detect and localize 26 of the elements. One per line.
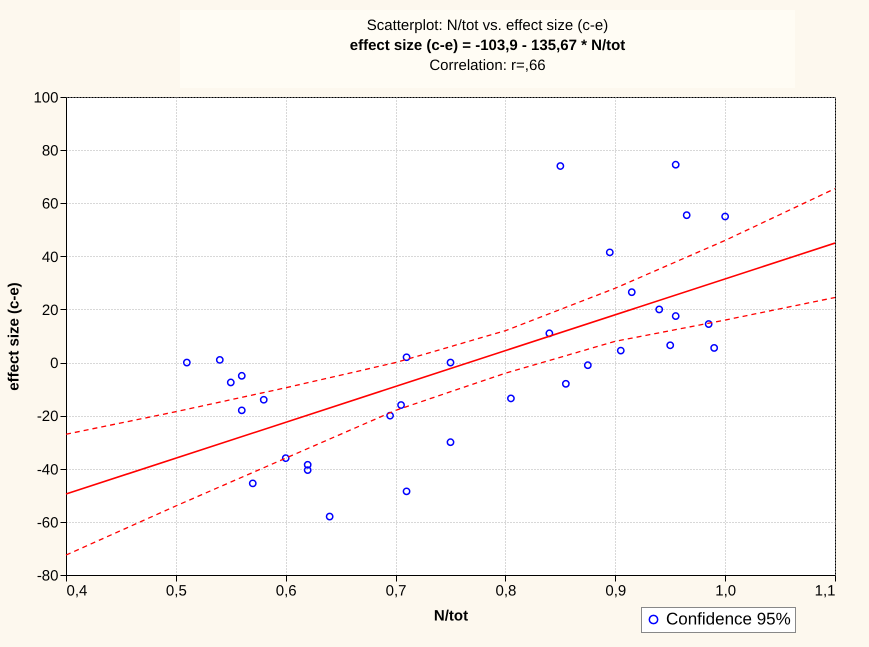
y-tick-label: -20: [36, 408, 58, 426]
y-tick-label: 20: [42, 302, 58, 319]
y-tick-label: -80: [36, 568, 58, 584]
text: Correlation: r=,66: [428, 56, 547, 76]
x-tick-label: 0,5: [166, 582, 187, 600]
x-tick-label: 1,0: [715, 582, 736, 600]
y-tick-label: -60: [36, 514, 58, 532]
y-axis-title: effect size (c-e): [5, 282, 22, 391]
y-tick-label: 60: [42, 196, 58, 213]
x-tick-label: 0,7: [386, 582, 406, 600]
x-axis-title: N/tot: [434, 608, 468, 624]
x-tick-label: 0,6: [276, 582, 297, 600]
y-tick-label: 40: [42, 248, 58, 266]
y-tick-label: 0: [50, 355, 58, 372]
y-tick-label: 80: [42, 142, 58, 160]
x-tick-label: 0,9: [605, 582, 626, 600]
y-tick-label: -40: [36, 461, 58, 478]
line-series: [65, 188, 836, 435]
chart-subtitle: effect size (c-e) = -103,9 - 135,67 * N/tot: [348, 36, 626, 56]
x-tick-label: 0,8: [496, 582, 516, 600]
legend-label: Confidence 95%: [666, 610, 791, 628]
x-tick-label: 1,1: [814, 582, 836, 600]
x-tick-label: 0,4: [66, 582, 88, 600]
line-series: [65, 296, 836, 556]
chart-title: Scatterplot: N/tot vs. effect size (c-e): [366, 16, 610, 36]
y-tick-label: 100: [33, 90, 58, 106]
